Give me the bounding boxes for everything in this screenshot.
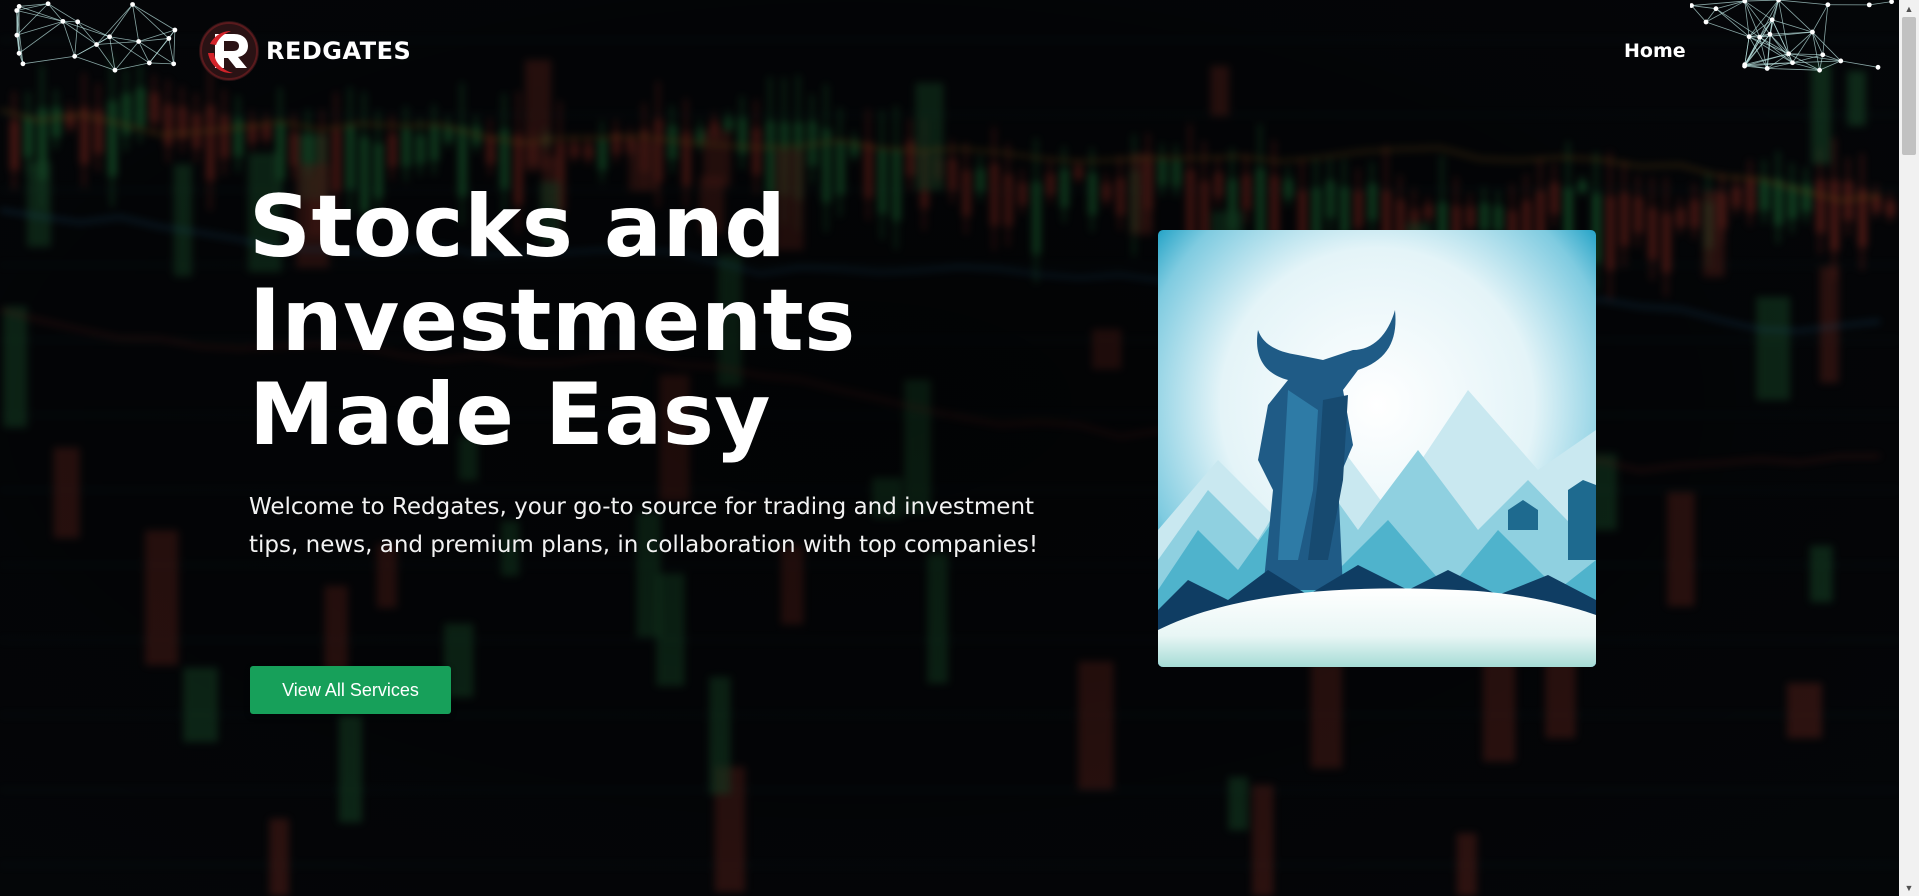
hero-title: Stocks and Investments Made Easy bbox=[249, 180, 969, 462]
bull-mountains-illustration bbox=[1158, 230, 1596, 667]
scrollbar-thumb[interactable] bbox=[1902, 17, 1916, 155]
vertical-scrollbar[interactable]: ▲ ▼ bbox=[1899, 0, 1919, 896]
chevron-up-icon[interactable]: ▲ bbox=[1904, 3, 1914, 14]
network-decoration-left bbox=[14, 1, 178, 73]
nav-home-link[interactable]: Home bbox=[1624, 40, 1686, 62]
site-logo[interactable]: REDGATES bbox=[198, 20, 411, 82]
network-decoration-right bbox=[1690, 0, 1894, 73]
hero-title-line-3: Made Easy bbox=[249, 365, 771, 465]
hero-subtitle: Welcome to Redgates, your go-to source f… bbox=[249, 494, 1039, 558]
chevron-down-icon[interactable]: ▼ bbox=[1904, 882, 1914, 893]
hero-title-line-1: Stocks and bbox=[249, 177, 787, 277]
redgates-r-logo-icon bbox=[199, 21, 259, 81]
view-all-services-button[interactable]: View All Services bbox=[250, 666, 451, 714]
hero-title-line-2: Investments bbox=[249, 271, 856, 371]
logo-text: REDGATES bbox=[266, 37, 412, 65]
